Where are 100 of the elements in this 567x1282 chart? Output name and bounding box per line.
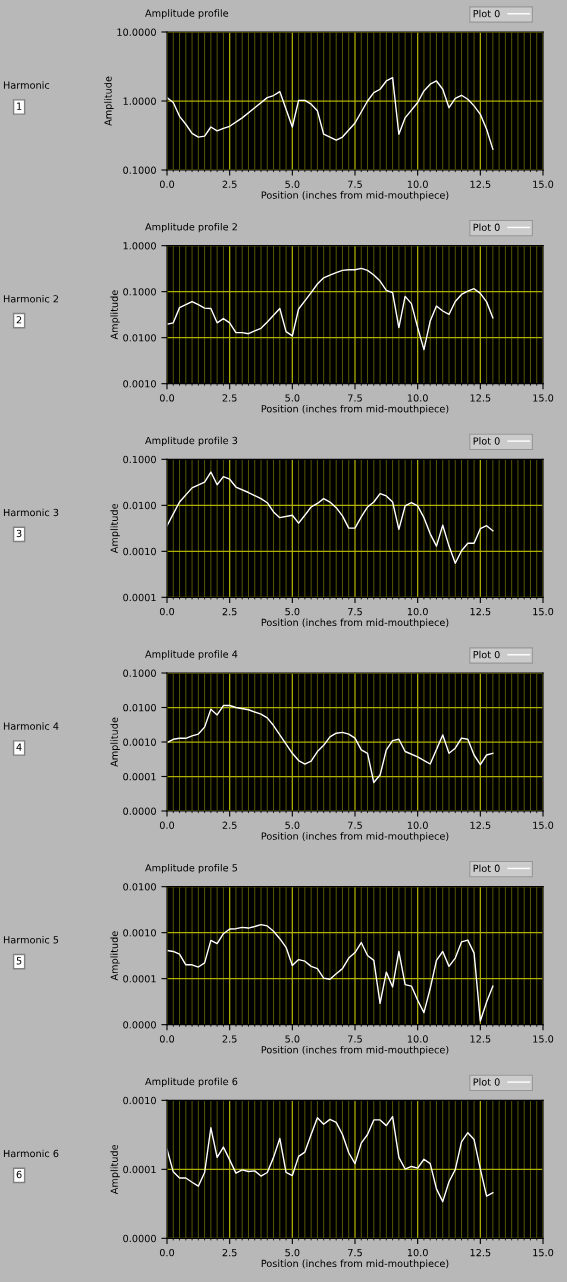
y-tick-label: 0.0001 bbox=[123, 593, 156, 602]
x-tick-label: 0.0 bbox=[159, 1248, 175, 1257]
line-series bbox=[167, 1115, 494, 1203]
x-tick-label: 5.0 bbox=[285, 1248, 300, 1257]
x-tick-label: 10.0 bbox=[407, 180, 428, 188]
chart-title: Amplitude profile 6 bbox=[145, 1077, 238, 1088]
x-tick-label: 12.5 bbox=[470, 607, 491, 616]
x-tick-label: 7.5 bbox=[348, 394, 362, 402]
y-tick-label: 0.1000 bbox=[123, 669, 156, 677]
legend-label: Plot 0 bbox=[473, 864, 500, 872]
y-tick-label: 0.1000 bbox=[123, 455, 156, 464]
x-tick-label: 5.0 bbox=[285, 1035, 300, 1043]
x-tick-label: 2.5 bbox=[222, 607, 237, 616]
legend-label: Plot 0 bbox=[473, 223, 500, 231]
y-axis-title: Amplitude bbox=[110, 931, 120, 981]
x-tick-label: 5.0 bbox=[285, 180, 300, 188]
legend-label: Plot 0 bbox=[473, 1078, 500, 1086]
x-axis-title: Position (inches from mid-mouthpiece) bbox=[261, 1045, 449, 1056]
x-tick-label: 15.0 bbox=[533, 821, 554, 829]
x-axis-title: Position (inches from mid-mouthpiece) bbox=[261, 404, 449, 415]
y-tick-label: 0.0100 bbox=[123, 883, 156, 891]
x-tick-label: 7.5 bbox=[348, 821, 362, 829]
y-axis-title: Amplitude bbox=[110, 503, 120, 554]
text: Harmonic 6 bbox=[3, 1149, 59, 1158]
x-tick-label: 10.0 bbox=[407, 1248, 428, 1257]
x-tick-label: 12.5 bbox=[470, 394, 491, 402]
x-tick-label: 12.5 bbox=[470, 1035, 491, 1043]
x-tick-label: 12.5 bbox=[470, 821, 491, 829]
y-axis-title: Amplitude bbox=[104, 76, 114, 126]
x-tick-label: 7.5 bbox=[348, 180, 362, 188]
text: Harmonic 5 bbox=[3, 935, 59, 944]
x-tick-label: 2.5 bbox=[222, 821, 237, 829]
text: Harmonic bbox=[3, 81, 50, 89]
x-tick-label: 0.0 bbox=[159, 821, 175, 829]
y-tick-label: 0.0010 bbox=[123, 547, 156, 556]
x-tick-label: 15.0 bbox=[533, 1248, 554, 1257]
y-tick-label: 0.0001 bbox=[123, 1165, 156, 1174]
x-tick-label: 2.5 bbox=[222, 394, 237, 402]
x-tick-label: 2.5 bbox=[222, 1035, 237, 1043]
chart-title: Amplitude profile 2 bbox=[145, 222, 237, 233]
y-tick-label: 0.0001 bbox=[123, 975, 156, 983]
x-tick-label: 2.5 bbox=[222, 180, 237, 188]
text: Harmonic 3 bbox=[3, 508, 59, 517]
line-series bbox=[167, 267, 494, 351]
text: Harmonic 4 bbox=[3, 722, 59, 730]
y-tick-label: 0.1000 bbox=[123, 166, 156, 174]
y-tick-label: 0.0000 bbox=[123, 807, 156, 815]
x-tick-label: 10.0 bbox=[407, 607, 428, 616]
y-tick-label: 1.0000 bbox=[123, 242, 156, 250]
line-series bbox=[167, 76, 494, 150]
legend-label: Plot 0 bbox=[473, 437, 500, 445]
y-tick-label: 10.0000 bbox=[117, 28, 156, 36]
line-series bbox=[167, 923, 494, 1022]
text: 1 bbox=[17, 102, 22, 110]
y-tick-label: 0.1000 bbox=[123, 288, 156, 296]
chart-title: Amplitude profile 4 bbox=[145, 650, 238, 660]
text: 2 bbox=[16, 316, 22, 324]
x-tick-label: 15.0 bbox=[533, 394, 554, 402]
x-tick-label: 5.0 bbox=[285, 394, 300, 402]
y-tick-label: 0.0010 bbox=[123, 1096, 156, 1105]
x-tick-label: 15.0 bbox=[533, 1035, 554, 1043]
y-tick-label: 1.0000 bbox=[123, 97, 156, 105]
line-series bbox=[167, 471, 494, 564]
x-tick-label: 10.0 bbox=[407, 394, 428, 402]
y-tick-label: 0.0010 bbox=[123, 738, 156, 746]
y-tick-label: 0.0010 bbox=[123, 929, 156, 937]
chart-title: Amplitude profile bbox=[145, 9, 229, 19]
text: Harmonic 2 bbox=[3, 294, 59, 303]
x-tick-label: 10.0 bbox=[407, 821, 428, 829]
x-tick-label: 0.0 bbox=[159, 394, 175, 402]
text: 6 bbox=[16, 1170, 22, 1179]
text: 4 bbox=[16, 743, 22, 751]
x-tick-label: 10.0 bbox=[407, 1035, 428, 1043]
x-tick-label: 5.0 bbox=[285, 607, 300, 616]
x-tick-label: 12.5 bbox=[470, 180, 491, 188]
legend-label: Plot 0 bbox=[473, 9, 500, 18]
x-axis-title: Position (inches from mid-mouthpiece) bbox=[261, 1259, 449, 1269]
x-tick-label: 0.0 bbox=[159, 180, 175, 188]
x-tick-label: 5.0 bbox=[285, 821, 300, 829]
x-tick-label: 12.5 bbox=[470, 1248, 491, 1257]
y-axis-title: Amplitude bbox=[110, 717, 120, 767]
y-axis-title: Amplitude bbox=[110, 1144, 120, 1195]
x-axis-title: Position (inches from mid-mouthpiece) bbox=[261, 832, 449, 842]
chart-title: Amplitude profile 5 bbox=[145, 863, 238, 874]
x-tick-label: 15.0 bbox=[533, 180, 554, 188]
y-tick-label: 0.0010 bbox=[123, 380, 156, 388]
x-axis-title: Position (inches from mid-mouthpiece) bbox=[261, 191, 449, 201]
x-tick-label: 0.0 bbox=[159, 1035, 175, 1043]
x-tick-label: 0.0 bbox=[159, 607, 175, 616]
text: 5 bbox=[16, 957, 22, 965]
x-tick-label: 7.5 bbox=[348, 1249, 362, 1257]
y-tick-label: 0.0000 bbox=[123, 1021, 156, 1029]
text: 3 bbox=[16, 529, 22, 538]
x-axis-title: Position (inches from mid-mouthpiece) bbox=[261, 618, 449, 628]
y-tick-label: 0.0100 bbox=[123, 501, 156, 510]
x-tick-label: 15.0 bbox=[533, 607, 554, 616]
y-tick-label: 0.0100 bbox=[123, 703, 156, 712]
x-tick-label: 7.5 bbox=[348, 608, 362, 616]
y-tick-label: 0.0001 bbox=[123, 772, 156, 781]
y-tick-label: 0.0000 bbox=[123, 1234, 156, 1243]
